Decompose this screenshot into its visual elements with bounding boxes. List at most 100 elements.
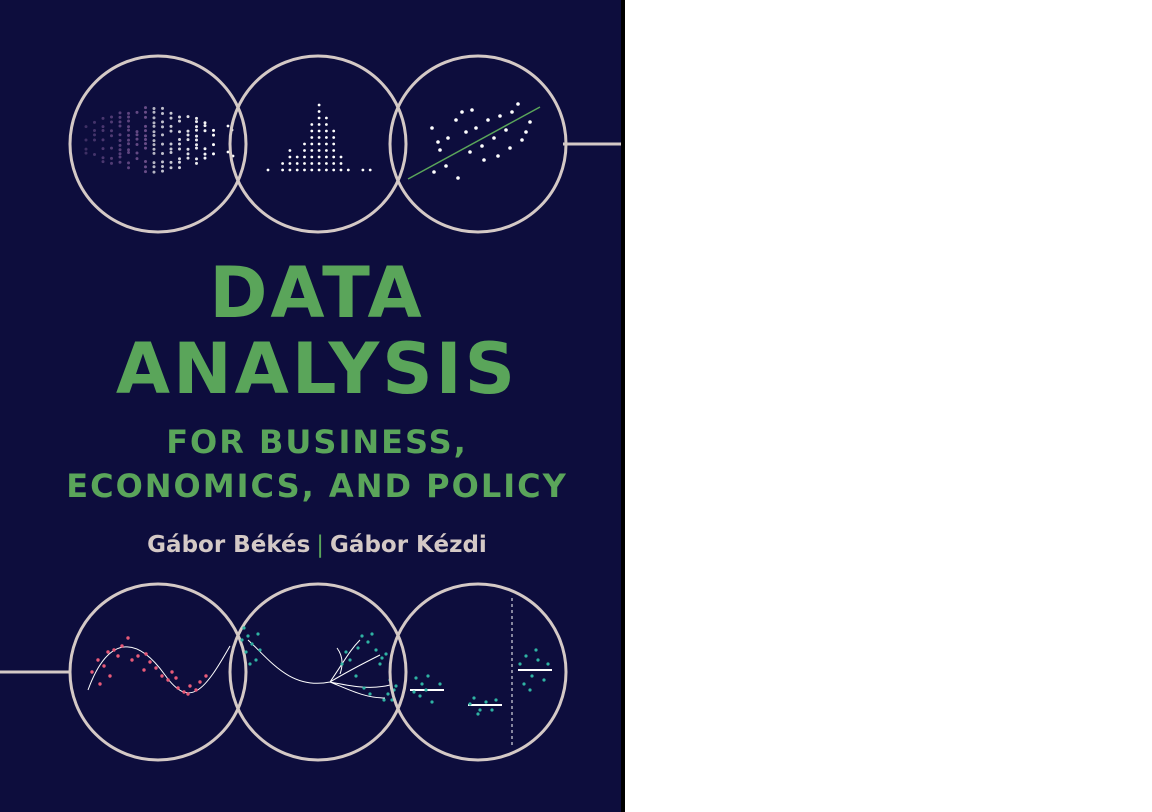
- decor-dot: [169, 160, 173, 164]
- decor-dot: [317, 136, 321, 139]
- decor-dot: [84, 138, 88, 142]
- decor-dot: [152, 121, 156, 125]
- decor-dot: [130, 658, 134, 662]
- decor-dot: [169, 151, 173, 155]
- author-1: Gábor Békés: [147, 532, 311, 558]
- decor-dot: [161, 142, 164, 146]
- blank-page: [625, 0, 1152, 812]
- decor-dot: [135, 110, 139, 114]
- decor-dot: [118, 111, 122, 115]
- decor-dot: [127, 128, 130, 132]
- decor-dot: [152, 143, 156, 147]
- decor-dot: [460, 110, 464, 114]
- scatter-cloud-icon: [68, 54, 248, 234]
- decor-dot: [360, 634, 364, 638]
- decor-dot: [169, 166, 173, 170]
- decor-dot: [374, 648, 378, 652]
- decor-dot: [152, 110, 156, 114]
- decor-dot: [195, 134, 198, 138]
- decor-dot: [152, 116, 156, 120]
- decor-dot: [142, 668, 146, 672]
- decor-dot: [317, 129, 321, 133]
- decor-dot: [144, 106, 147, 110]
- decor-dot: [101, 160, 105, 164]
- decor-dot: [195, 146, 198, 150]
- decor-dot: [195, 161, 198, 165]
- decor-dot: [240, 638, 244, 642]
- decor-dot: [454, 118, 458, 122]
- decor-dot: [144, 170, 147, 174]
- decor-dot: [522, 682, 526, 686]
- decor-dot: [118, 133, 122, 137]
- decor-dot: [186, 115, 190, 119]
- decor-dot: [101, 147, 105, 151]
- decor-dot: [152, 130, 156, 134]
- title-line-1: DATA: [209, 252, 425, 334]
- decor-dot: [250, 642, 254, 646]
- decor-dot: [339, 168, 343, 172]
- decor-dot: [498, 114, 502, 118]
- decor-dot: [340, 662, 344, 666]
- decor-dot: [310, 149, 314, 152]
- decor-dot: [118, 152, 122, 156]
- decor-dot: [127, 115, 130, 119]
- decor-dot: [101, 125, 105, 129]
- decor-dot: [135, 142, 139, 146]
- decor-dot: [204, 674, 208, 678]
- decor-dot: [470, 108, 474, 112]
- decor-dot: [424, 688, 428, 692]
- decor-dot: [186, 129, 190, 133]
- decor-dot: [317, 168, 321, 172]
- decor-dot: [110, 134, 113, 138]
- decor-dot: [310, 129, 314, 133]
- decor-dot: [212, 152, 215, 156]
- title-line-2: ANALYSIS: [115, 328, 519, 410]
- decor-dot: [98, 682, 102, 686]
- decor-dot: [160, 674, 164, 678]
- decor-dot: [108, 674, 112, 678]
- decor-dot: [178, 157, 181, 161]
- decor-dot: [310, 142, 314, 146]
- decor-dot: [144, 115, 147, 119]
- decor-dot: [161, 106, 164, 110]
- decor-dot: [317, 155, 321, 159]
- decor-dot: [528, 120, 532, 124]
- decor-dot: [516, 102, 520, 106]
- decor-dot: [310, 136, 314, 139]
- decor-dot: [178, 142, 181, 146]
- decor-dot: [144, 129, 147, 133]
- decor-dot: [203, 152, 207, 156]
- decor-dot: [127, 161, 130, 165]
- decor-dot: [84, 125, 88, 129]
- decor-dot: [169, 142, 173, 146]
- decor-dot: [438, 682, 442, 686]
- decor-dot: [258, 648, 262, 652]
- decor-dot: [194, 688, 198, 692]
- decor-dot: [186, 133, 190, 137]
- decor-dot: [135, 137, 139, 141]
- decor-dot: [161, 125, 164, 129]
- decor-dot: [101, 138, 105, 142]
- decor-dot: [492, 136, 496, 140]
- decor-dot: [412, 690, 416, 694]
- decor-dot: [178, 119, 181, 123]
- decor-dot: [244, 650, 248, 654]
- decor-dot: [310, 155, 314, 159]
- decor-dot: [266, 168, 270, 172]
- tree-branches-icon: [228, 582, 408, 762]
- decor-dot: [203, 121, 207, 125]
- decor-dot: [152, 139, 156, 143]
- decor-dot: [161, 160, 164, 164]
- decor-dot: [144, 142, 147, 146]
- decor-dot: [127, 148, 130, 152]
- subtitle-line-1: FOR BUSINESS,: [166, 423, 468, 461]
- decor-dot: [186, 147, 190, 151]
- decor-dot: [288, 168, 292, 172]
- decor-dot: [346, 168, 350, 172]
- decor-dot: [203, 156, 207, 160]
- decor-dot: [303, 142, 306, 146]
- decor-dot: [534, 648, 538, 652]
- decor-dot: [254, 658, 258, 662]
- decor-dot: [169, 124, 173, 128]
- author-2: Gábor Kézdi: [330, 532, 487, 558]
